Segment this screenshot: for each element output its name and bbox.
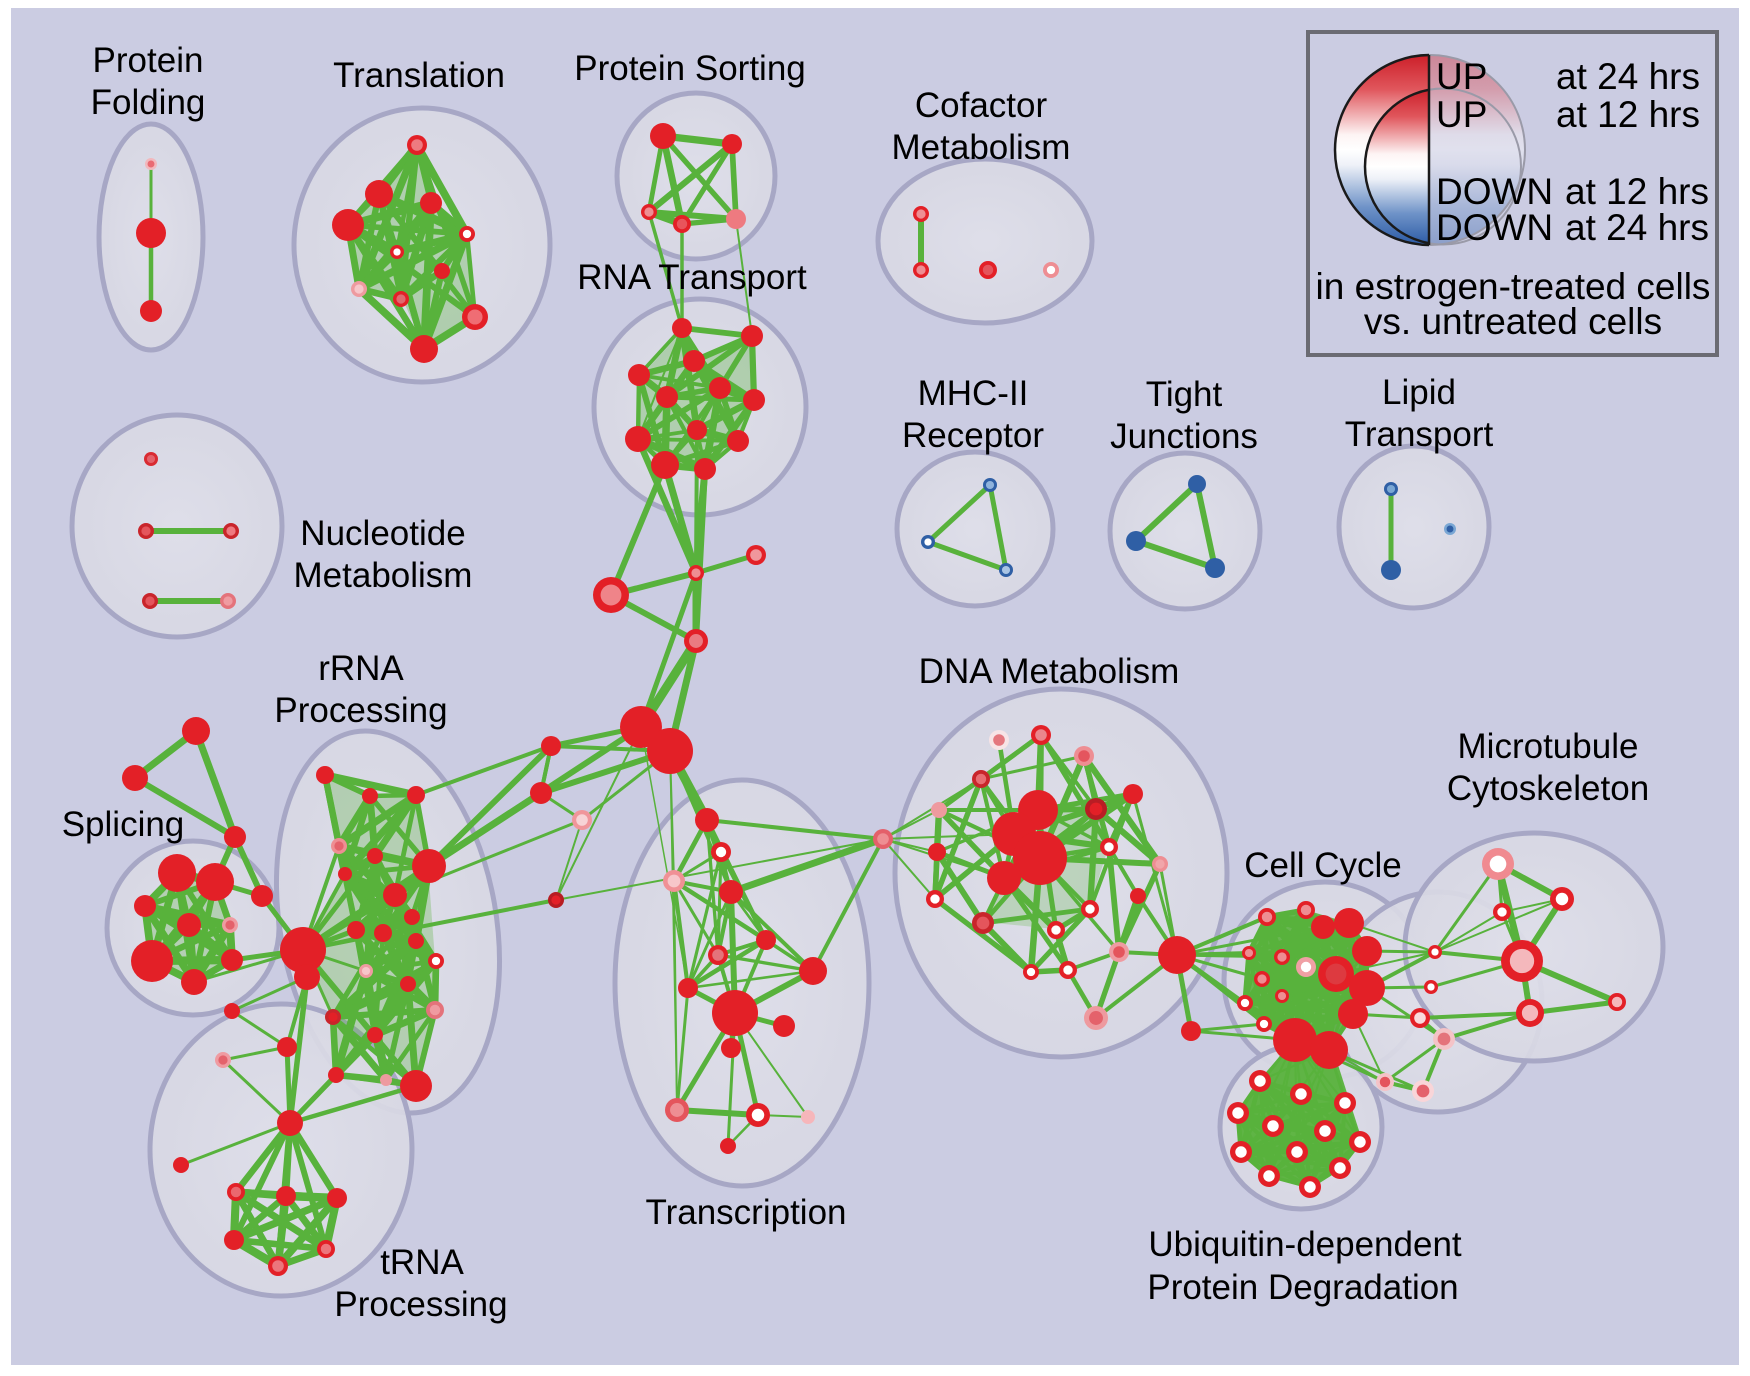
svg-text:Lipid: Lipid: [1382, 373, 1456, 412]
svg-text:Metabolism: Metabolism: [892, 128, 1071, 167]
svg-text:Protein: Protein: [93, 41, 204, 80]
svg-text:DOWN: DOWN: [1436, 207, 1553, 248]
svg-text:Cytoskeleton: Cytoskeleton: [1447, 769, 1649, 808]
svg-text:UP: UP: [1436, 56, 1487, 97]
svg-text:RNA Transport: RNA Transport: [577, 258, 807, 297]
svg-text:at 24 hrs: at 24 hrs: [1565, 207, 1709, 248]
svg-text:at 24 hrs: at 24 hrs: [1556, 56, 1700, 97]
svg-text:UP: UP: [1436, 94, 1487, 135]
svg-text:Tight: Tight: [1146, 375, 1223, 414]
svg-text:Junctions: Junctions: [1110, 417, 1258, 456]
svg-text:MHC-II: MHC-II: [918, 374, 1029, 413]
svg-text:Cofactor: Cofactor: [915, 86, 1048, 125]
svg-text:in estrogen-treated cells: in estrogen-treated cells: [1316, 266, 1711, 307]
svg-text:Nucleotide: Nucleotide: [300, 514, 465, 553]
svg-text:Folding: Folding: [91, 83, 206, 122]
svg-text:tRNA: tRNA: [380, 1243, 464, 1282]
svg-text:Transcription: Transcription: [646, 1193, 847, 1232]
svg-text:Metabolism: Metabolism: [294, 556, 473, 595]
svg-text:Microtubule: Microtubule: [1458, 727, 1639, 766]
svg-text:Ubiquitin-dependent: Ubiquitin-dependent: [1148, 1225, 1462, 1264]
svg-text:at 12 hrs: at 12 hrs: [1556, 94, 1700, 135]
svg-text:Processing: Processing: [274, 691, 447, 730]
svg-text:Cell Cycle: Cell Cycle: [1244, 846, 1402, 885]
svg-text:Receptor: Receptor: [902, 416, 1044, 455]
svg-text:vs. untreated cells: vs. untreated cells: [1364, 301, 1662, 342]
svg-text:Processing: Processing: [334, 1285, 507, 1324]
svg-text:at 12 hrs: at 12 hrs: [1565, 171, 1709, 212]
svg-text:Translation: Translation: [333, 56, 505, 95]
svg-text:DOWN: DOWN: [1436, 171, 1553, 212]
svg-text:Splicing: Splicing: [62, 805, 185, 844]
svg-text:rRNA: rRNA: [318, 649, 404, 688]
svg-text:DNA Metabolism: DNA Metabolism: [919, 652, 1180, 691]
svg-text:Protein Sorting: Protein Sorting: [574, 49, 806, 88]
svg-text:Transport: Transport: [1345, 415, 1494, 454]
svg-text:Protein Degradation: Protein Degradation: [1147, 1268, 1458, 1307]
